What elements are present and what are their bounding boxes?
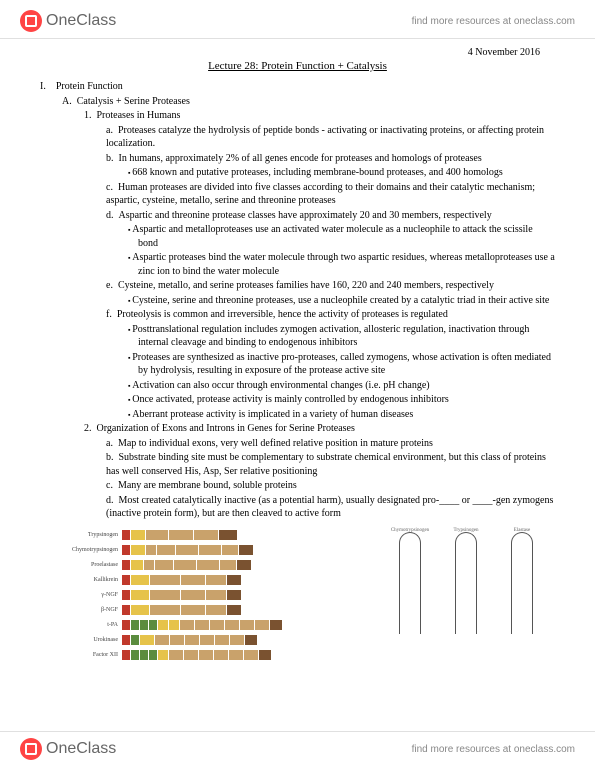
gene-label: Proelastase — [60, 562, 122, 568]
hairpin-2: Trypsinogen — [441, 528, 491, 636]
gene-label: γ-NGF — [60, 592, 122, 598]
outline-2a: a. Map to individual exons, very well de… — [106, 437, 555, 451]
footer-logo: OneClass — [20, 738, 116, 760]
footer-link[interactable]: find more resources at oneclass.com — [412, 744, 575, 755]
outline-I-text: Protein Function — [56, 81, 123, 92]
gene-label: Trypsinogen — [60, 532, 122, 538]
outline-1-title: Proteases in Humans — [97, 110, 181, 121]
gene-label: β-NGF — [60, 607, 122, 613]
outline-2b: b. Substrate binding site must be comple… — [106, 451, 555, 478]
document-date: 4 November 2016 — [0, 39, 595, 60]
hairpin-diagram: Chymotrypsinogen Trypsinogen Elastase — [385, 528, 555, 638]
document-title: Lecture 28: Protein Function + Catalysis — [0, 60, 595, 72]
document-body: I. Protein Function A. Catalysis + Serin… — [0, 80, 595, 521]
outline-2-title: Organization of Exons and Introns in Gen… — [97, 423, 355, 434]
figure-area: Trypsinogen Chymotrypsinogen Proelastase… — [0, 522, 595, 638]
outline-I: I. Protein Function — [40, 80, 555, 94]
footer-logo-text: OneClass — [46, 740, 116, 758]
outline-2: 2. Organization of Exons and Introns in … — [84, 422, 555, 436]
outline-1f-bullet4: Once activated, protease activity is mai… — [138, 393, 555, 407]
outline-1a: a. Proteases catalyze the hydrolysis of … — [106, 124, 555, 151]
outline-1f-bullet3: Activation can also occur through enviro… — [138, 379, 555, 393]
logo-icon — [20, 10, 42, 32]
outline-1d-bullet1: Aspartic and metalloproteases use an act… — [138, 223, 555, 250]
logo-icon — [20, 738, 42, 760]
outline-1: 1. Proteases in Humans — [84, 109, 555, 123]
logo-text: OneClass — [46, 12, 116, 30]
outline-1f: f. Proteolysis is common and irreversibl… — [106, 308, 555, 322]
outline-1d: d. Aspartic and threonine protease class… — [106, 209, 555, 223]
logo: OneClass — [20, 10, 116, 32]
outline-A: A. Catalysis + Serine Proteases — [62, 95, 555, 109]
outline-1b-bullet: 668 known and putative proteases, includ… — [138, 166, 555, 180]
outline-1f-bullet1: Posttranslational regulation includes zy… — [138, 323, 555, 350]
outline-1e: e. Cysteine, metallo, and serine proteas… — [106, 279, 555, 293]
gene-label: Urokinase — [60, 637, 122, 643]
outline-1b: b. In humans, approximately 2% of all ge… — [106, 152, 555, 166]
page-footer: OneClass find more resources at oneclass… — [0, 731, 595, 770]
outline-1e-bullet: Cysteine, serine and threonine proteases… — [138, 294, 555, 308]
outline-A-text: Catalysis + Serine Proteases — [77, 96, 190, 107]
gene-label: Kallikrein — [60, 577, 122, 583]
exon-intron-diagram: Trypsinogen Chymotrypsinogen Proelastase… — [60, 528, 330, 638]
outline-1d-bullet2: Aspartic proteases bind the water molecu… — [138, 251, 555, 278]
gene-label: t-PA — [60, 622, 122, 628]
hairpin-3: Elastase — [497, 528, 547, 636]
gene-label: Chymotrypsinogen — [60, 547, 122, 553]
page-header: OneClass find more resources at oneclass… — [0, 0, 595, 39]
header-link[interactable]: find more resources at oneclass.com — [412, 16, 575, 27]
outline-1f-bullet2: Proteases are synthesized as inactive pr… — [138, 351, 555, 378]
hairpin-1: Chymotrypsinogen — [385, 528, 435, 636]
outline-1c: c. Human proteases are divided into five… — [106, 181, 555, 208]
outline-1f-bullet5: Aberrant protease activity is implicated… — [138, 408, 555, 422]
outline-2c: c. Many are membrane bound, soluble prot… — [106, 479, 555, 493]
gene-label: Factor XII — [60, 652, 122, 658]
outline-2d: d. Most created catalytically inactive (… — [106, 494, 555, 521]
